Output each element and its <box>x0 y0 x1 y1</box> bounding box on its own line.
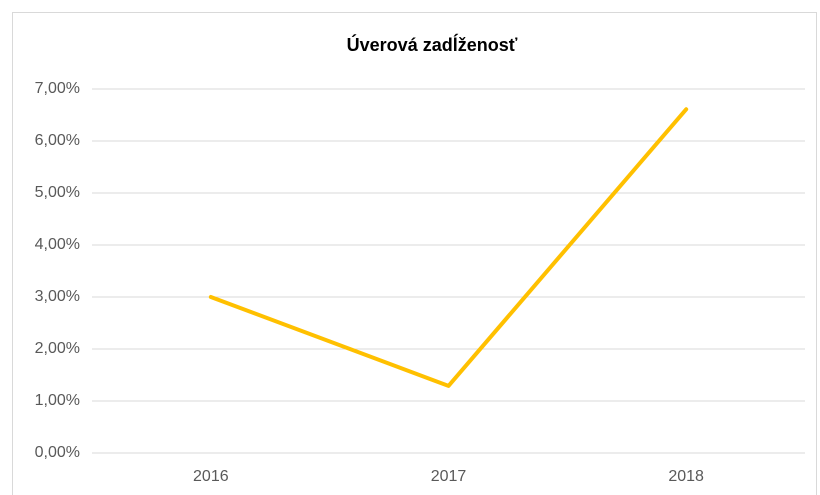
x-tick-label: 2016 <box>193 468 229 485</box>
y-tick-label: 2,00% <box>35 340 80 357</box>
y-tick-label: 7,00% <box>35 80 80 97</box>
data-line <box>208 107 689 388</box>
y-tick-label: 1,00% <box>35 392 80 409</box>
chart-title: Úverová zadĺženosť <box>347 34 518 55</box>
y-tick-label: 6,00% <box>35 132 80 149</box>
chart-frame <box>12 12 817 495</box>
y-tick-label: 0,00% <box>35 444 80 461</box>
x-tick-label: 2017 <box>431 468 467 485</box>
y-tick-label: 5,00% <box>35 184 80 201</box>
x-tick-label: 2018 <box>668 468 704 485</box>
y-tick-label: 3,00% <box>35 288 80 305</box>
y-tick-label: 4,00% <box>35 236 80 253</box>
